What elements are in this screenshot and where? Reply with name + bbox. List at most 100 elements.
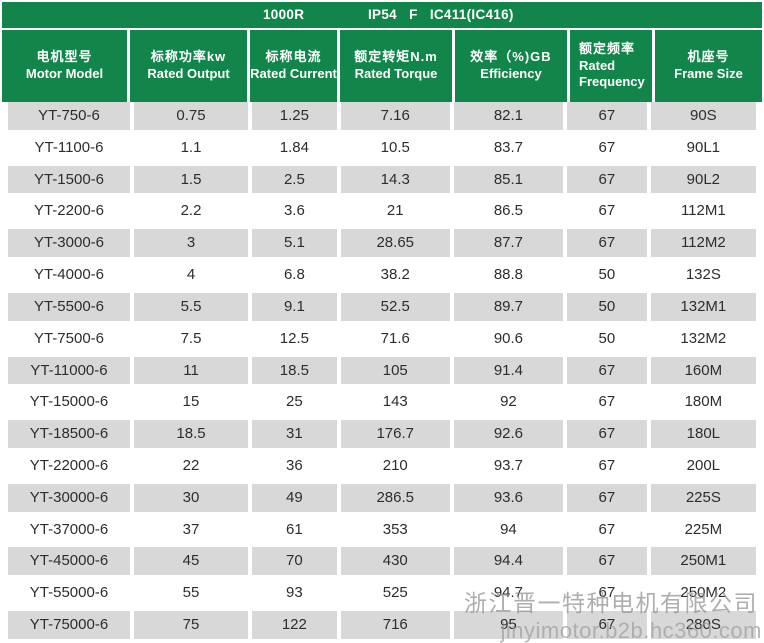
motor-model-cell: YT-37000-6 bbox=[8, 515, 134, 544]
table-row: YT-75000-6 75 122 716 95 67 280S bbox=[8, 611, 756, 643]
value-cell: 1.25 bbox=[252, 102, 341, 130]
motor-model-cell: YT-5500-6 bbox=[8, 292, 134, 321]
value-cell: 93.7 bbox=[454, 451, 568, 480]
header-label-zh: 额定转矩N.m bbox=[354, 49, 438, 65]
value-cell: 67 bbox=[567, 547, 651, 576]
table-row: YT-30000-6 30 49 286.5 93.6 67 225S bbox=[8, 483, 756, 516]
column-header-7: 机座号 Frame Size bbox=[655, 30, 762, 102]
header-label-zh: 效率（%)GB bbox=[470, 49, 552, 65]
motor-model-cell: YT-1500-6 bbox=[8, 165, 134, 194]
motor-model-cell: YT-18500-6 bbox=[8, 420, 134, 448]
value-cell: 9.1 bbox=[252, 292, 341, 321]
table-row: YT-1100-6 1.1 1.84 10.5 83.7 67 90L1 bbox=[8, 133, 756, 166]
header-label-en: Rated Current bbox=[250, 66, 337, 81]
value-cell: 2.2 bbox=[134, 197, 253, 226]
value-cell: 31 bbox=[252, 420, 341, 448]
value-cell: 37 bbox=[134, 515, 253, 544]
value-cell: 21 bbox=[341, 197, 454, 226]
value-cell: 286.5 bbox=[341, 483, 454, 512]
value-cell: 7.5 bbox=[134, 324, 253, 353]
table-row: YT-1500-6 1.5 2.5 14.3 85.1 67 90L2 bbox=[8, 165, 756, 198]
value-cell: 3 bbox=[134, 229, 253, 258]
value-cell: 67 bbox=[567, 515, 651, 544]
value-cell: 93.6 bbox=[454, 483, 568, 512]
motor-model-cell: YT-15000-6 bbox=[8, 388, 134, 417]
table-row: YT-22000-6 22 36 210 93.7 67 200L bbox=[8, 451, 756, 484]
value-cell: 132S bbox=[685, 266, 721, 284]
value-cell: 5.1 bbox=[252, 229, 341, 258]
motor-model-cell: YT-4000-6 bbox=[8, 261, 134, 289]
value-cell: 52.5 bbox=[341, 292, 454, 321]
value-cell: 250M2 bbox=[680, 584, 727, 602]
value-cell: 67 bbox=[567, 356, 651, 385]
column-header-1: 电机型号 Motor Model bbox=[2, 30, 130, 102]
table-row: YT-55000-6 55 93 525 94.7 67 250M2 bbox=[8, 579, 756, 611]
motor-model-cell: YT-3000-6 bbox=[8, 229, 134, 258]
value-cell: 49 bbox=[252, 483, 341, 512]
value-cell: 95 bbox=[454, 611, 568, 639]
value-cell: 0.75 bbox=[134, 102, 253, 130]
value-cell: 67 bbox=[567, 197, 651, 226]
value-cell: 105 bbox=[341, 356, 454, 385]
value-cell: 210 bbox=[341, 451, 454, 480]
column-header-4: 额定转矩N.m Rated Torque bbox=[340, 30, 455, 102]
table-row: YT-37000-6 37 61 353 94 67 225M bbox=[8, 515, 756, 548]
value-cell: 132M1 bbox=[680, 297, 727, 315]
value-cell: 83.7 bbox=[454, 133, 568, 162]
value-cell: 92 bbox=[454, 388, 568, 417]
motor-model-cell: YT-22000-6 bbox=[8, 451, 134, 480]
value-cell: 82.1 bbox=[454, 102, 568, 130]
value-cell: 55 bbox=[134, 579, 253, 607]
value-cell: 67 bbox=[567, 451, 651, 480]
header-label-zh: 标称功率kw bbox=[150, 49, 227, 65]
value-cell: 67 bbox=[567, 420, 651, 448]
motor-model-cell: YT-11000-6 bbox=[8, 356, 134, 385]
value-cell: 132M2 bbox=[680, 329, 727, 347]
value-cell: 90L1 bbox=[686, 138, 721, 156]
motor-model-cell: YT-7500-6 bbox=[8, 324, 134, 353]
table-row: YT-7500-6 7.5 12.5 71.6 90.6 50 132M2 bbox=[8, 324, 756, 357]
value-cell: 430 bbox=[341, 547, 454, 576]
rated-speed-label: 1000R bbox=[263, 7, 305, 22]
motor-model-cell: YT-1100-6 bbox=[8, 133, 134, 162]
value-cell: 85.1 bbox=[454, 165, 568, 194]
table-row: YT-15000-6 15 25 143 92 67 180M bbox=[8, 388, 756, 421]
value-cell: 180L bbox=[686, 425, 721, 443]
value-cell: 18.5 bbox=[134, 420, 253, 448]
value-cell: 180M bbox=[684, 393, 723, 411]
header-label-en: Rated Frequency bbox=[579, 57, 645, 90]
value-cell: 86.5 bbox=[454, 197, 568, 226]
value-cell: 89.7 bbox=[454, 292, 568, 321]
motor-model-cell: YT-75000-6 bbox=[8, 611, 134, 639]
motor-model-cell: YT-45000-6 bbox=[8, 547, 134, 576]
value-cell: 6.8 bbox=[252, 261, 341, 289]
value-cell: 10.5 bbox=[341, 133, 454, 162]
value-cell: 7.16 bbox=[341, 102, 454, 130]
value-cell: 280S bbox=[685, 616, 721, 633]
value-cell: 67 bbox=[567, 102, 651, 130]
column-header-2: 标称功率kw Rated Output bbox=[130, 30, 250, 102]
value-cell: 92.6 bbox=[454, 420, 568, 448]
table-row: YT-45000-6 45 70 430 94.4 67 250M1 bbox=[8, 547, 756, 580]
value-cell: 87.7 bbox=[454, 229, 568, 258]
column-header-5: 效率（%)GB Efficiency bbox=[455, 30, 570, 102]
value-cell: 61 bbox=[252, 515, 341, 544]
header-label-zh: 机座号 bbox=[687, 49, 730, 65]
value-cell: 4 bbox=[134, 261, 253, 289]
header-label-en: Frame Size bbox=[674, 66, 743, 81]
value-cell: 716 bbox=[341, 611, 454, 639]
motor-model-cell: YT-750-6 bbox=[8, 102, 134, 130]
value-cell: 67 bbox=[567, 611, 651, 639]
value-cell: 3.6 bbox=[252, 197, 341, 226]
value-cell: 93 bbox=[252, 579, 341, 607]
value-cell: 22 bbox=[134, 451, 253, 480]
value-cell: 176.7 bbox=[341, 420, 454, 448]
value-cell: 1.84 bbox=[252, 133, 341, 162]
value-cell: 91.4 bbox=[454, 356, 568, 385]
value-cell: 88.8 bbox=[454, 261, 568, 289]
value-cell: 225M bbox=[684, 520, 723, 538]
value-cell: 67 bbox=[567, 229, 651, 258]
value-cell: 75 bbox=[134, 611, 253, 639]
value-cell: 15 bbox=[134, 388, 253, 417]
